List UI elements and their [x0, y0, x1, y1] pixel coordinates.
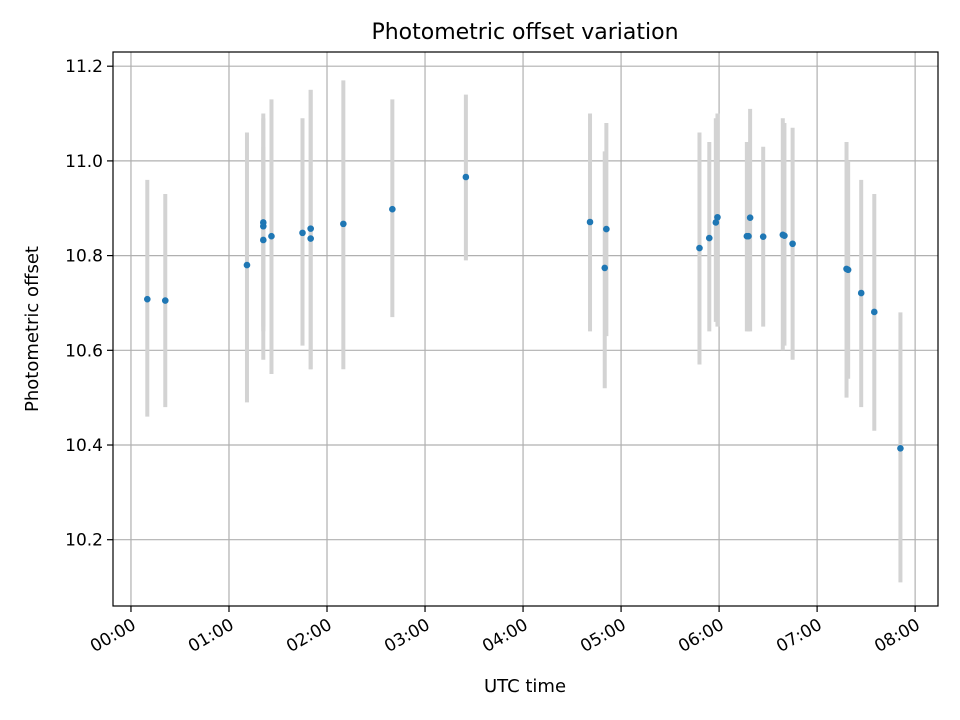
- x-tick-label: 06:00: [675, 615, 727, 657]
- data-point: [259, 222, 267, 230]
- data-point: [844, 266, 852, 274]
- data-point: [857, 289, 865, 297]
- data-point: [759, 233, 767, 240]
- grid: [113, 52, 938, 606]
- data-point: [259, 236, 267, 244]
- data-point: [144, 295, 151, 303]
- data-point: [340, 220, 347, 228]
- plot-frame: [112, 51, 939, 607]
- data-point: [307, 225, 314, 232]
- x-tick-label: 05:00: [577, 615, 629, 657]
- data-point: [870, 308, 878, 316]
- y-tick-label: 11.2: [65, 57, 103, 77]
- data-point: [603, 225, 610, 233]
- x-tick-label: 02:00: [283, 615, 335, 657]
- error-bars: [145, 80, 903, 583]
- data-point: [696, 244, 703, 252]
- data-point: [268, 232, 275, 240]
- data-points: [144, 173, 904, 452]
- x-tick-label: 07:00: [773, 615, 825, 657]
- x-tick-label: 08:00: [871, 615, 923, 657]
- data-point: [243, 261, 251, 269]
- y-tick-label: 10.4: [65, 436, 103, 456]
- data-point: [389, 205, 396, 213]
- data-point: [601, 264, 609, 272]
- chart-title: Photometric offset variation: [371, 20, 678, 45]
- x-tick-label: 01:00: [185, 615, 237, 657]
- data-point: [781, 232, 788, 240]
- y-tick-label: 10.6: [65, 341, 103, 361]
- data-point: [705, 234, 713, 242]
- data-point: [299, 229, 306, 237]
- data-point: [462, 173, 470, 181]
- x-tick-label: 04:00: [479, 615, 531, 657]
- data-point: [712, 219, 720, 226]
- x-axis-label: UTC time: [484, 676, 566, 697]
- data-point: [586, 218, 594, 226]
- axis-ticks: 00:00 01:00 02:00 03:00 04:00 05:00 06:00 07:00…: [65, 57, 923, 657]
- data-point: [789, 240, 796, 248]
- data-point: [714, 213, 721, 221]
- y-tick-label: 10.2: [65, 531, 103, 551]
- x-tick-label: 03:00: [381, 615, 433, 657]
- data-point: [307, 235, 314, 242]
- data-point: [745, 232, 752, 240]
- y-tick-label: 10.8: [65, 247, 103, 267]
- y-axis-label: Photometric offset: [22, 246, 43, 412]
- data-point: [897, 445, 904, 452]
- x-tick-label: 00:00: [87, 615, 139, 657]
- data-point: [161, 297, 169, 304]
- y-tick-label: 11.0: [65, 152, 103, 172]
- data-point: [746, 214, 754, 222]
